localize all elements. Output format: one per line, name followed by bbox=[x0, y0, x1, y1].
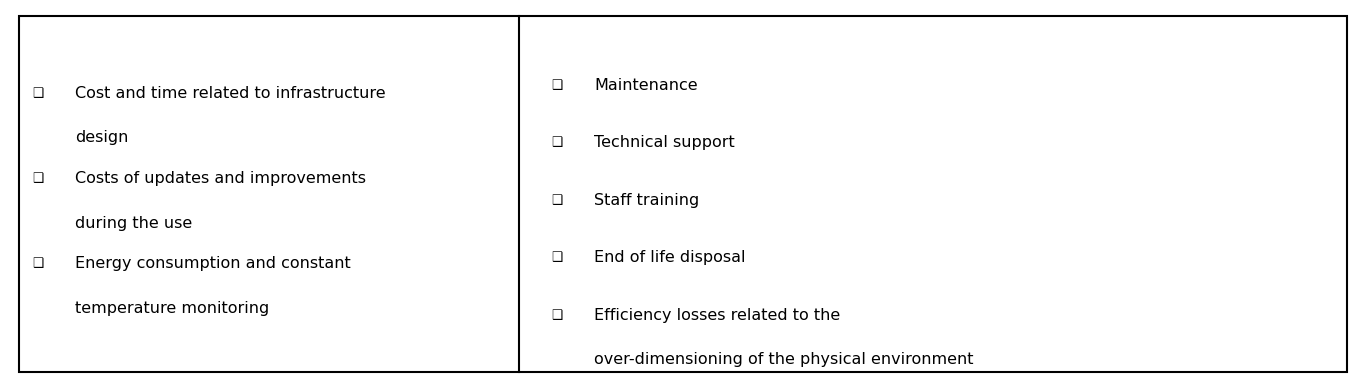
Text: Efficiency losses related to the: Efficiency losses related to the bbox=[594, 308, 840, 322]
Text: ❑: ❑ bbox=[33, 257, 44, 270]
Text: design: design bbox=[75, 130, 128, 145]
Text: Costs of updates and improvements: Costs of updates and improvements bbox=[75, 171, 366, 186]
Text: End of life disposal: End of life disposal bbox=[594, 250, 746, 265]
Text: ❑: ❑ bbox=[33, 87, 44, 100]
Text: ❑: ❑ bbox=[33, 172, 44, 185]
Text: during the use: during the use bbox=[75, 216, 193, 230]
Text: Cost and time related to infrastructure: Cost and time related to infrastructure bbox=[75, 86, 385, 100]
Text: ❑: ❑ bbox=[552, 194, 563, 207]
Text: over-dimensioning of the physical environment: over-dimensioning of the physical enviro… bbox=[594, 352, 974, 367]
Text: ❑: ❑ bbox=[552, 79, 563, 92]
Text: Staff training: Staff training bbox=[594, 193, 699, 208]
Text: ❑: ❑ bbox=[552, 136, 563, 149]
Text: ❑: ❑ bbox=[552, 251, 563, 264]
Text: Technical support: Technical support bbox=[594, 135, 735, 150]
Text: temperature monitoring: temperature monitoring bbox=[75, 301, 269, 316]
Text: Energy consumption and constant: Energy consumption and constant bbox=[75, 256, 351, 271]
Text: ❑: ❑ bbox=[552, 308, 563, 322]
Text: Maintenance: Maintenance bbox=[594, 78, 698, 93]
FancyBboxPatch shape bbox=[19, 16, 1347, 372]
